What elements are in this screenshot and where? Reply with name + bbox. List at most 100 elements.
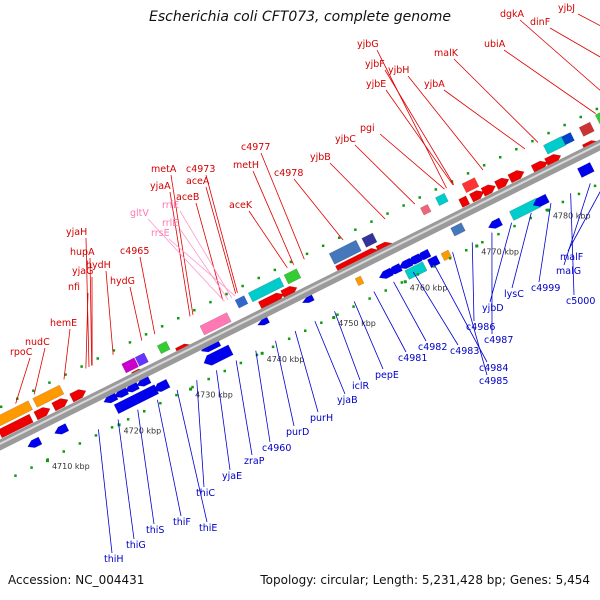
tick-dot <box>466 172 470 175</box>
leader-line-bottom <box>412 271 459 346</box>
kbp-label: 4710 kbp <box>52 462 90 471</box>
gene-label-top: malK <box>434 48 459 59</box>
leader-line-bottom <box>117 419 135 540</box>
rna-label: rrfE <box>162 200 179 211</box>
tick-dot <box>241 284 244 288</box>
gene-label-top: hydG <box>110 276 135 287</box>
gene-label-bottom: c4999 <box>531 283 560 294</box>
tick-dot <box>144 333 148 336</box>
kbp-tick <box>546 208 550 212</box>
reverse-feature <box>113 384 160 415</box>
tick-dot <box>547 131 550 135</box>
tick-dot <box>289 260 293 264</box>
tick-dot <box>271 345 275 349</box>
tick-dot <box>223 369 227 373</box>
leader-line-rna <box>179 228 229 300</box>
leader-line-top <box>63 328 71 380</box>
leader-line-bottom <box>373 291 407 353</box>
forward-feature <box>257 292 284 311</box>
gene-label-top: metH <box>233 160 259 171</box>
tick-dot <box>593 184 597 188</box>
tick-dot <box>305 252 309 256</box>
gene-label-bottom: purD <box>286 427 309 438</box>
forward-feature <box>0 413 34 439</box>
leader-line-top <box>385 89 454 186</box>
leader-line-top <box>89 257 93 366</box>
gene-label-top: hemE <box>50 318 77 329</box>
kbp-label: 4730 kbp <box>195 391 233 400</box>
gene-label-top: dinF <box>530 17 550 28</box>
gene-label-top: yjbA <box>424 79 445 90</box>
gene-label-top: yjbH <box>388 65 409 76</box>
leader-line-bottom <box>196 380 205 488</box>
reverse-feature <box>203 344 234 366</box>
leader-line-rna <box>179 210 233 299</box>
forward-feature <box>121 357 139 374</box>
reverse-feature <box>54 423 70 435</box>
leader-line-top <box>354 144 416 205</box>
reverse-feature <box>532 193 550 207</box>
forward-feature <box>507 170 525 184</box>
leader-line-bottom <box>432 261 488 363</box>
gene-label-top: yjbJ <box>558 3 575 14</box>
gene-label-top: nudC <box>25 337 50 348</box>
leader-line-bottom <box>235 360 253 456</box>
tick-dot <box>62 450 66 453</box>
gene-label-bottom: thiS <box>146 525 164 536</box>
leader-line-top <box>260 152 305 260</box>
tick-dot <box>14 474 17 477</box>
forward-feature <box>469 190 485 203</box>
gene-label-top: dgkA <box>500 9 525 20</box>
tick-dot <box>448 257 452 260</box>
kbp-label: 4720 kbp <box>124 426 162 435</box>
leader-line-bottom <box>570 193 575 296</box>
forward-feature <box>234 295 249 309</box>
kbp-label: 4750 kbp <box>338 319 376 328</box>
gene-label-bottom: c4983 <box>450 346 479 357</box>
tick-dot <box>386 212 389 215</box>
tick-dot <box>112 349 116 352</box>
forward-feature <box>461 177 480 194</box>
tick-dot <box>78 442 82 445</box>
tick-dot <box>30 466 33 469</box>
leader-line-bottom <box>511 212 532 289</box>
tick-dot <box>191 385 194 389</box>
leader-line-bottom <box>216 370 231 471</box>
leader-line-top <box>519 19 600 91</box>
gene-label-bottom: thiF <box>173 517 191 528</box>
tick-dot <box>239 361 243 365</box>
leader-line-top <box>407 75 484 171</box>
leader-line-bottom <box>157 399 182 517</box>
tick-dot <box>0 405 3 409</box>
tick-dot <box>32 389 35 392</box>
label-leader-lines <box>15 13 600 554</box>
gene-label-top: aceK <box>229 200 253 211</box>
gene-label-top: ubiA <box>484 39 506 50</box>
kbp-tick <box>189 387 193 391</box>
leader-line-top <box>376 49 447 189</box>
leader-line-bottom <box>538 202 552 283</box>
backbone-band <box>0 139 600 451</box>
tick-dot <box>545 208 548 212</box>
gene-label-bottom: thiG <box>126 540 146 551</box>
gene-label-bottom: yjbD <box>482 303 504 314</box>
gene-label-top: yjbE <box>366 79 386 90</box>
gene-label-top: nfi <box>68 282 80 293</box>
leader-line-bottom <box>294 330 319 413</box>
kbp-tick <box>332 316 336 320</box>
forward-feature <box>0 400 33 427</box>
gene-label-top: aceB <box>176 192 199 203</box>
leader-line-top <box>33 347 46 395</box>
gene-label-bottom: zraP <box>244 456 265 467</box>
gene-label-top: rpoC <box>10 347 33 358</box>
tick-dot <box>64 373 67 376</box>
tick-dot <box>176 316 180 320</box>
leader-line-top <box>379 133 445 190</box>
kbp-tick <box>403 280 407 284</box>
leader-line-top <box>549 27 600 58</box>
forward-feature <box>51 398 69 412</box>
reverse-feature <box>301 294 315 304</box>
tick-dot <box>354 228 357 231</box>
tick-dot <box>497 232 500 236</box>
